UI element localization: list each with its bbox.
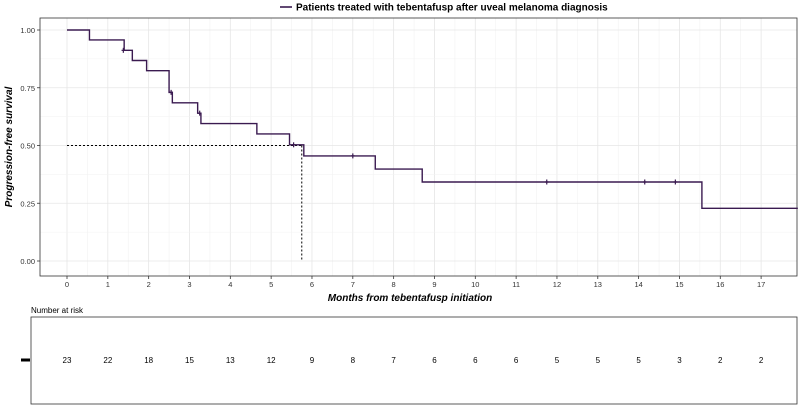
risk-table-title: Number at risk — [31, 306, 84, 315]
legend: Patients treated with tebentafusp after … — [280, 3, 608, 14]
x-tick-label: 14 — [634, 280, 642, 289]
y-tick-label: 0.25 — [20, 199, 35, 208]
risk-count: 6 — [514, 356, 519, 365]
risk-table-strata-marker — [21, 358, 30, 362]
x-axis-title: Months from tebentafusp initiation — [328, 293, 492, 304]
risk-count: 18 — [144, 356, 153, 365]
x-tick-label: 4 — [228, 280, 232, 289]
risk-table-panel-border — [30, 316, 798, 405]
risk-count: 2 — [718, 356, 723, 365]
risk-count: 2 — [759, 356, 764, 365]
legend-label: Patients treated with tebentafusp after … — [296, 3, 608, 14]
x-tick-label: 16 — [716, 280, 724, 289]
x-tick-label: 9 — [432, 280, 436, 289]
risk-count: 23 — [63, 356, 72, 365]
censor-marks — [121, 47, 678, 185]
x-axis-ticks: 0 1 2 3 4 5 6 7 8 9 10 11 12 13 14 15 16 17 — [65, 276, 765, 289]
x-tick-label: 1 — [106, 280, 110, 289]
survival-curves — [67, 29, 798, 210]
median-reference-lines — [67, 145, 303, 261]
x-tick-label: 6 — [310, 280, 314, 289]
x-tick-label: 15 — [675, 280, 683, 289]
x-tick-label: 10 — [471, 280, 479, 289]
risk-count: 12 — [267, 356, 276, 365]
x-tick-label: 17 — [757, 280, 765, 289]
risk-count: 9 — [310, 356, 315, 365]
x-tick-label: 3 — [187, 280, 191, 289]
risk-count: 22 — [103, 356, 112, 365]
x-tick-label: 5 — [269, 280, 273, 289]
x-tick-label: 8 — [392, 280, 396, 289]
x-tick-label: 0 — [65, 280, 69, 289]
risk-count: 8 — [351, 356, 356, 365]
y-tick-label: 1.00 — [20, 26, 35, 35]
y-tick-label: 0.50 — [20, 142, 35, 151]
y-tick-label: 0.00 — [20, 257, 35, 266]
x-tick-label: 12 — [553, 280, 561, 289]
plot-grid — [40, 18, 797, 276]
x-tick-label: 7 — [351, 280, 355, 289]
y-axis-ticks: 0.00 0.25 0.50 0.75 1.00 — [20, 26, 40, 266]
survival-curve — [67, 29, 798, 210]
x-tick-label: 11 — [512, 280, 520, 289]
risk-table-counts: 23 22 18 15 13 12 9 8 7 6 6 6 5 5 5 3 2 2 — [63, 356, 764, 365]
plot-panel-border — [39, 17, 798, 277]
x-tick-label: 2 — [147, 280, 151, 289]
risk-count: 6 — [473, 356, 478, 365]
y-tick-label: 0.75 — [20, 84, 35, 93]
y-axis-title: Progression-free survival — [4, 86, 15, 207]
risk-count: 5 — [636, 356, 641, 365]
risk-count: 3 — [677, 356, 682, 365]
risk-count: 15 — [185, 356, 194, 365]
risk-count: 7 — [391, 356, 396, 365]
risk-count: 6 — [432, 356, 437, 365]
risk-count: 13 — [226, 356, 235, 365]
risk-count: 5 — [555, 356, 560, 365]
x-tick-label: 13 — [594, 280, 602, 289]
risk-count: 5 — [596, 356, 601, 365]
